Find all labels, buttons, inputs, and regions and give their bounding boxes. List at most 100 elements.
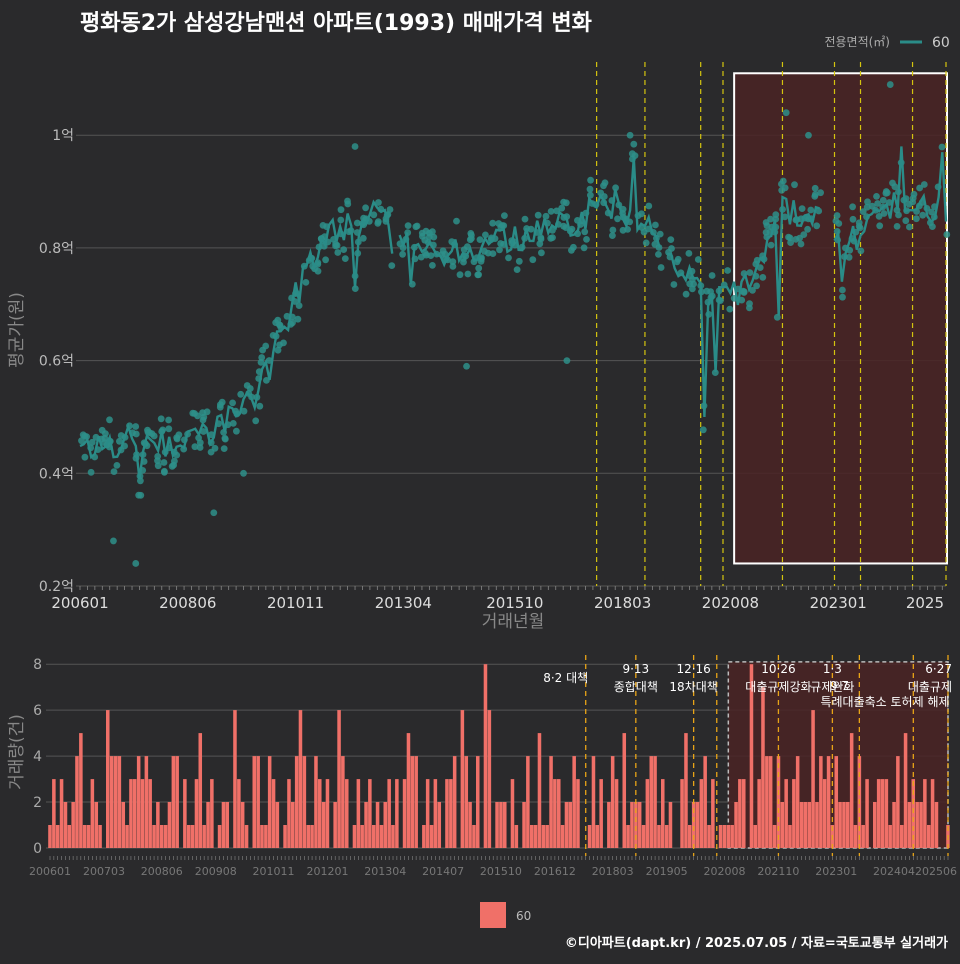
price-point	[787, 239, 794, 247]
price-point	[839, 286, 846, 294]
volume-bar	[626, 825, 630, 848]
price-point	[374, 220, 382, 227]
price-point	[430, 233, 438, 241]
price-point	[670, 281, 678, 288]
price-point	[614, 215, 621, 223]
volume-bar	[225, 802, 230, 848]
volume-bar	[452, 756, 457, 848]
price-point	[674, 255, 682, 263]
price-point	[521, 215, 529, 223]
volume-bar	[799, 802, 804, 848]
price-point	[81, 453, 89, 461]
price-point	[464, 243, 471, 251]
volume-bar	[587, 825, 592, 848]
volume-bar	[900, 825, 904, 848]
price-point	[196, 444, 204, 451]
price-point	[150, 432, 158, 440]
price-point	[191, 443, 199, 451]
price-point	[919, 211, 927, 219]
volume-bar	[680, 779, 684, 848]
price-point	[388, 262, 396, 269]
price-point	[928, 208, 935, 216]
price-point	[513, 266, 521, 273]
price-point	[468, 235, 475, 242]
volume-bar	[283, 825, 287, 848]
volume-bar	[768, 756, 773, 848]
volume-bar	[476, 756, 480, 848]
price-point	[229, 399, 237, 407]
volume-highlight-region	[727, 661, 949, 849]
policy-annotation-date: 6·27	[925, 662, 952, 676]
price-point	[314, 267, 322, 275]
volume-bar	[919, 802, 923, 848]
volume-bar	[788, 825, 792, 848]
volume-bar	[437, 802, 442, 848]
price-xtick-label: 202301	[810, 594, 867, 612]
highlight-box-dashed	[727, 661, 949, 849]
volume-bar	[121, 802, 126, 848]
price-point	[489, 219, 497, 227]
volume-bar	[464, 756, 469, 848]
volume-bar	[684, 733, 688, 848]
price-point-outlier	[110, 537, 117, 545]
price-xtick-label: 201510	[486, 594, 543, 612]
volume-bar	[772, 825, 777, 848]
volume-axis: 200601 200703 200806 200908 201011 201201 2013…	[29, 856, 957, 878]
volume-bar	[345, 779, 349, 848]
price-point	[708, 272, 716, 279]
price-point	[429, 228, 436, 236]
price-point	[916, 184, 923, 192]
volume-bar	[884, 779, 889, 848]
price-point	[667, 236, 675, 244]
volume-bar	[136, 756, 141, 848]
price-point	[835, 220, 843, 227]
price-point	[773, 313, 781, 321]
volume-bar	[445, 779, 449, 848]
volume-bar	[792, 779, 796, 848]
volume-bar	[414, 756, 418, 848]
price-x-axis-label: 거래년월	[482, 612, 545, 632]
price-point	[859, 208, 867, 216]
volume-bar	[734, 802, 738, 848]
volume-bar	[160, 825, 164, 848]
price-point	[161, 467, 168, 475]
volume-bar	[106, 710, 110, 848]
price-point	[856, 224, 864, 232]
price-point	[601, 179, 609, 187]
volume-bar	[171, 756, 176, 848]
volume-bar	[564, 802, 569, 848]
price-point-outlier	[132, 560, 140, 567]
price-point	[609, 226, 617, 234]
volume-bar	[109, 756, 114, 848]
volume-bar	[815, 802, 819, 848]
volume-bar	[730, 825, 734, 848]
price-point-outlier	[782, 109, 790, 117]
volume-bar	[795, 756, 800, 848]
volume-bar	[291, 802, 295, 848]
price-point	[849, 203, 856, 211]
price-point	[746, 304, 753, 312]
price-point	[906, 223, 913, 231]
volume-bar	[838, 802, 842, 848]
price-point	[882, 188, 890, 195]
price-points	[78, 81, 951, 567]
policy-annotation-name: 9·7	[830, 679, 849, 693]
price-point	[453, 217, 460, 225]
price-point	[467, 230, 475, 237]
volume-bar	[557, 779, 561, 848]
volume-xtick-label: 201905	[646, 865, 688, 878]
volume-bar	[372, 825, 376, 848]
price-point	[587, 191, 594, 199]
price-point	[474, 271, 482, 279]
legend-entry-volume: 60	[516, 909, 531, 923]
volume-bar	[210, 779, 214, 848]
volume-xtick-label: 200806	[141, 865, 183, 878]
volume-bar	[287, 779, 291, 848]
price-point	[537, 234, 545, 242]
volume-bar	[607, 802, 611, 848]
volume-bar	[688, 825, 692, 848]
price-point	[83, 433, 90, 440]
volume-bar	[190, 825, 195, 848]
volume-bar	[52, 779, 56, 848]
volume-bar	[610, 756, 615, 848]
